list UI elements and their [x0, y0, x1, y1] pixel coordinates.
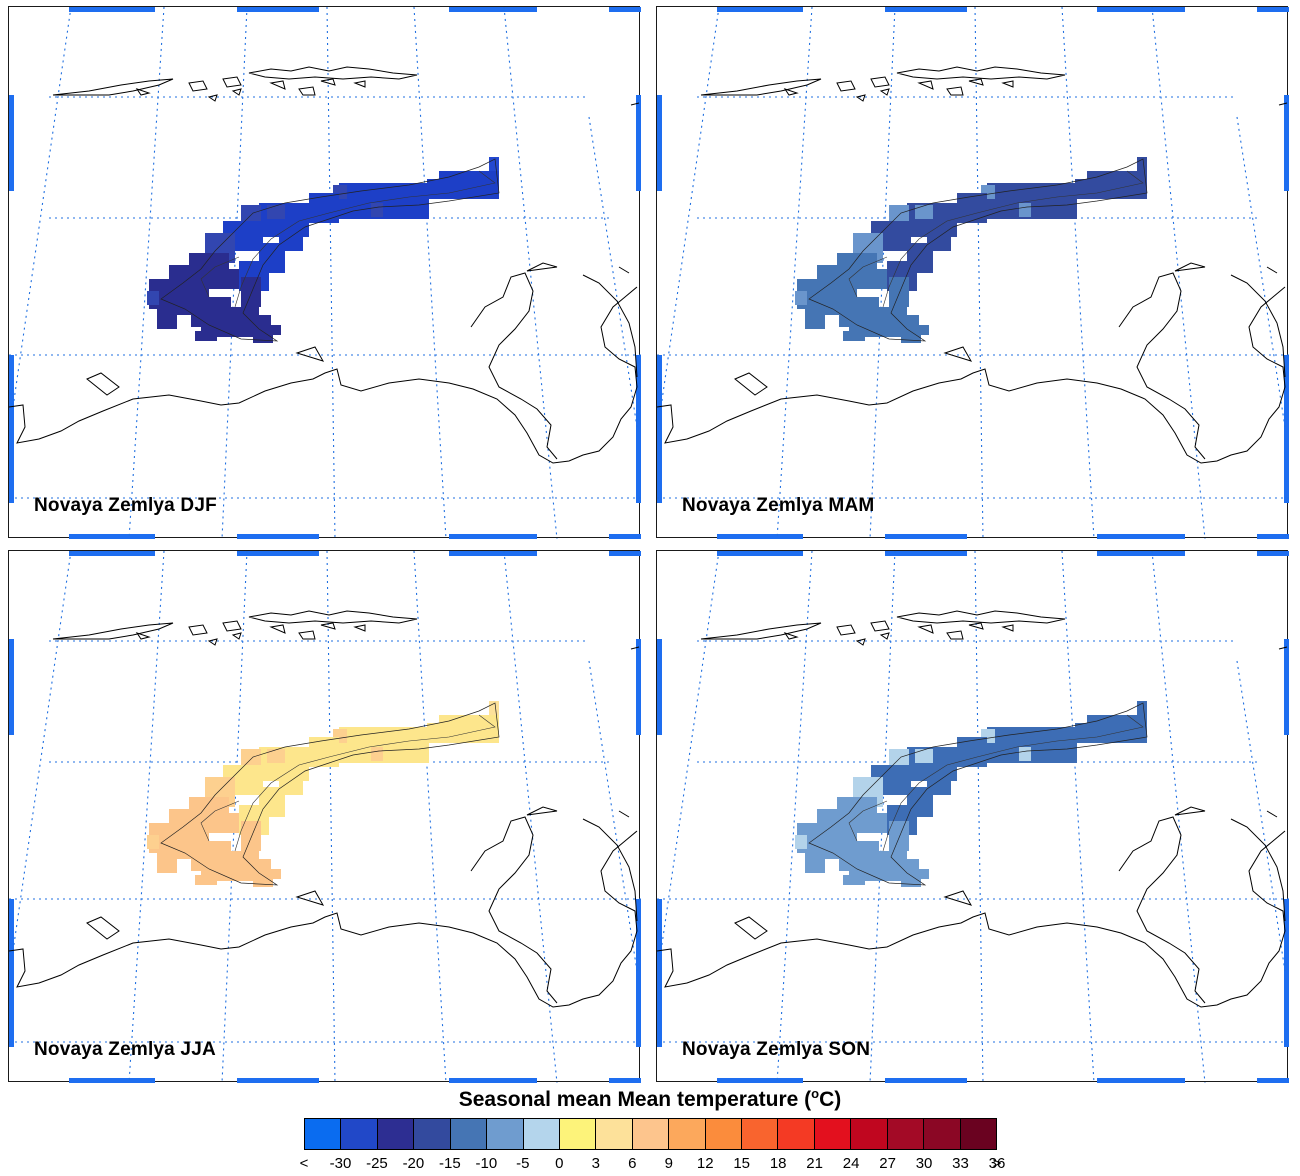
colorbar-swatch — [814, 1119, 852, 1149]
colorbar-swatch — [523, 1119, 560, 1149]
colorbar-swatch — [924, 1119, 961, 1149]
coastlines — [9, 610, 640, 1008]
map-panel-jja: Novaya Zemlya JJA — [8, 550, 641, 1083]
graticule — [9, 551, 641, 1083]
colorbar-tick-label: 9 — [664, 1155, 673, 1172]
colorbar-tick-label: 3 — [591, 1155, 600, 1172]
frame-ticks — [657, 551, 1289, 1083]
map-panel-djf: Novaya Zemlya DJF — [8, 6, 641, 539]
map-canvas — [9, 7, 641, 539]
coastlines — [657, 610, 1288, 1008]
colorbar-swatch — [487, 1119, 524, 1149]
panel-title: Novaya Zemlya MAM — [682, 495, 875, 516]
temperature-field — [795, 157, 1147, 343]
map-panel-son: Novaya Zemlya SON — [656, 550, 1289, 1083]
colorbar-tick-label: 6 — [628, 1155, 637, 1172]
temperature-field — [147, 157, 499, 343]
colorbar-tick-label: 30 — [915, 1155, 933, 1172]
colorbar-tick-label: 21 — [806, 1155, 823, 1172]
colorbar-tick-label: < — [299, 1155, 309, 1172]
colorbar-swatch — [742, 1119, 779, 1149]
frame-ticks — [657, 7, 1289, 539]
colorbar-swatch — [887, 1119, 925, 1149]
colorbar-tick-label: -10 — [475, 1155, 498, 1172]
colorbar-tick-label: -20 — [402, 1155, 425, 1172]
colorbar-swatch — [960, 1119, 997, 1149]
panel-title: Novaya Zemlya DJF — [34, 495, 217, 516]
frame-ticks — [9, 551, 641, 1083]
colorbar-swatch — [450, 1119, 488, 1149]
colorbar-tick-label: 36 — [988, 1155, 1006, 1172]
coastlines — [9, 66, 640, 464]
colorbar-tick-label: 15 — [733, 1155, 751, 1172]
panel-title: Novaya Zemlya SON — [682, 1039, 871, 1060]
map-canvas — [657, 7, 1289, 539]
map-canvas — [9, 551, 641, 1083]
graticule — [657, 7, 1289, 539]
colorbar-tick-label: > — [992, 1155, 1002, 1172]
colorbar-swatch — [705, 1119, 743, 1149]
colorbar-tick-label: 27 — [879, 1155, 896, 1172]
colorbar-swatch — [632, 1119, 670, 1149]
colorbar-swatch — [341, 1119, 378, 1149]
colorbar-swatch — [851, 1119, 888, 1149]
colorbar-swatch — [305, 1119, 342, 1149]
colorbar-swatch — [559, 1119, 597, 1149]
colorbar-swatch — [377, 1119, 415, 1149]
colorbar-tick-label: -25 — [366, 1155, 388, 1172]
colorbar — [304, 1118, 997, 1150]
temperature-field — [795, 701, 1147, 887]
colorbar-tick-label: 0 — [555, 1155, 564, 1172]
colorbar-swatch — [778, 1119, 815, 1149]
colorbar-tick-label: -30 — [329, 1155, 352, 1172]
colorbar-tick-label: 24 — [842, 1155, 860, 1172]
colorbar-swatch — [596, 1119, 633, 1149]
colorbar-tick-label: 18 — [769, 1155, 787, 1172]
graticule — [9, 7, 641, 539]
map-panel-mam: Novaya Zemlya MAM — [656, 6, 1289, 539]
colorbar-tick-label: -15 — [439, 1155, 461, 1172]
map-canvas — [657, 551, 1289, 1083]
colorbar-tick-label: 33 — [952, 1155, 969, 1172]
colorbar-swatch — [414, 1119, 451, 1149]
panel-title: Novaya Zemlya JJA — [34, 1039, 216, 1060]
temperature-field — [147, 701, 499, 887]
frame-ticks — [9, 7, 641, 539]
colorbar-tick-label: 12 — [696, 1155, 714, 1172]
colorbar-tick-label: -5 — [516, 1155, 530, 1172]
graticule — [657, 551, 1289, 1083]
legend-title: Seasonal mean Mean temperature (oC) — [458, 1086, 842, 1111]
colorbar-swatch — [669, 1119, 706, 1149]
coastlines — [657, 66, 1288, 464]
